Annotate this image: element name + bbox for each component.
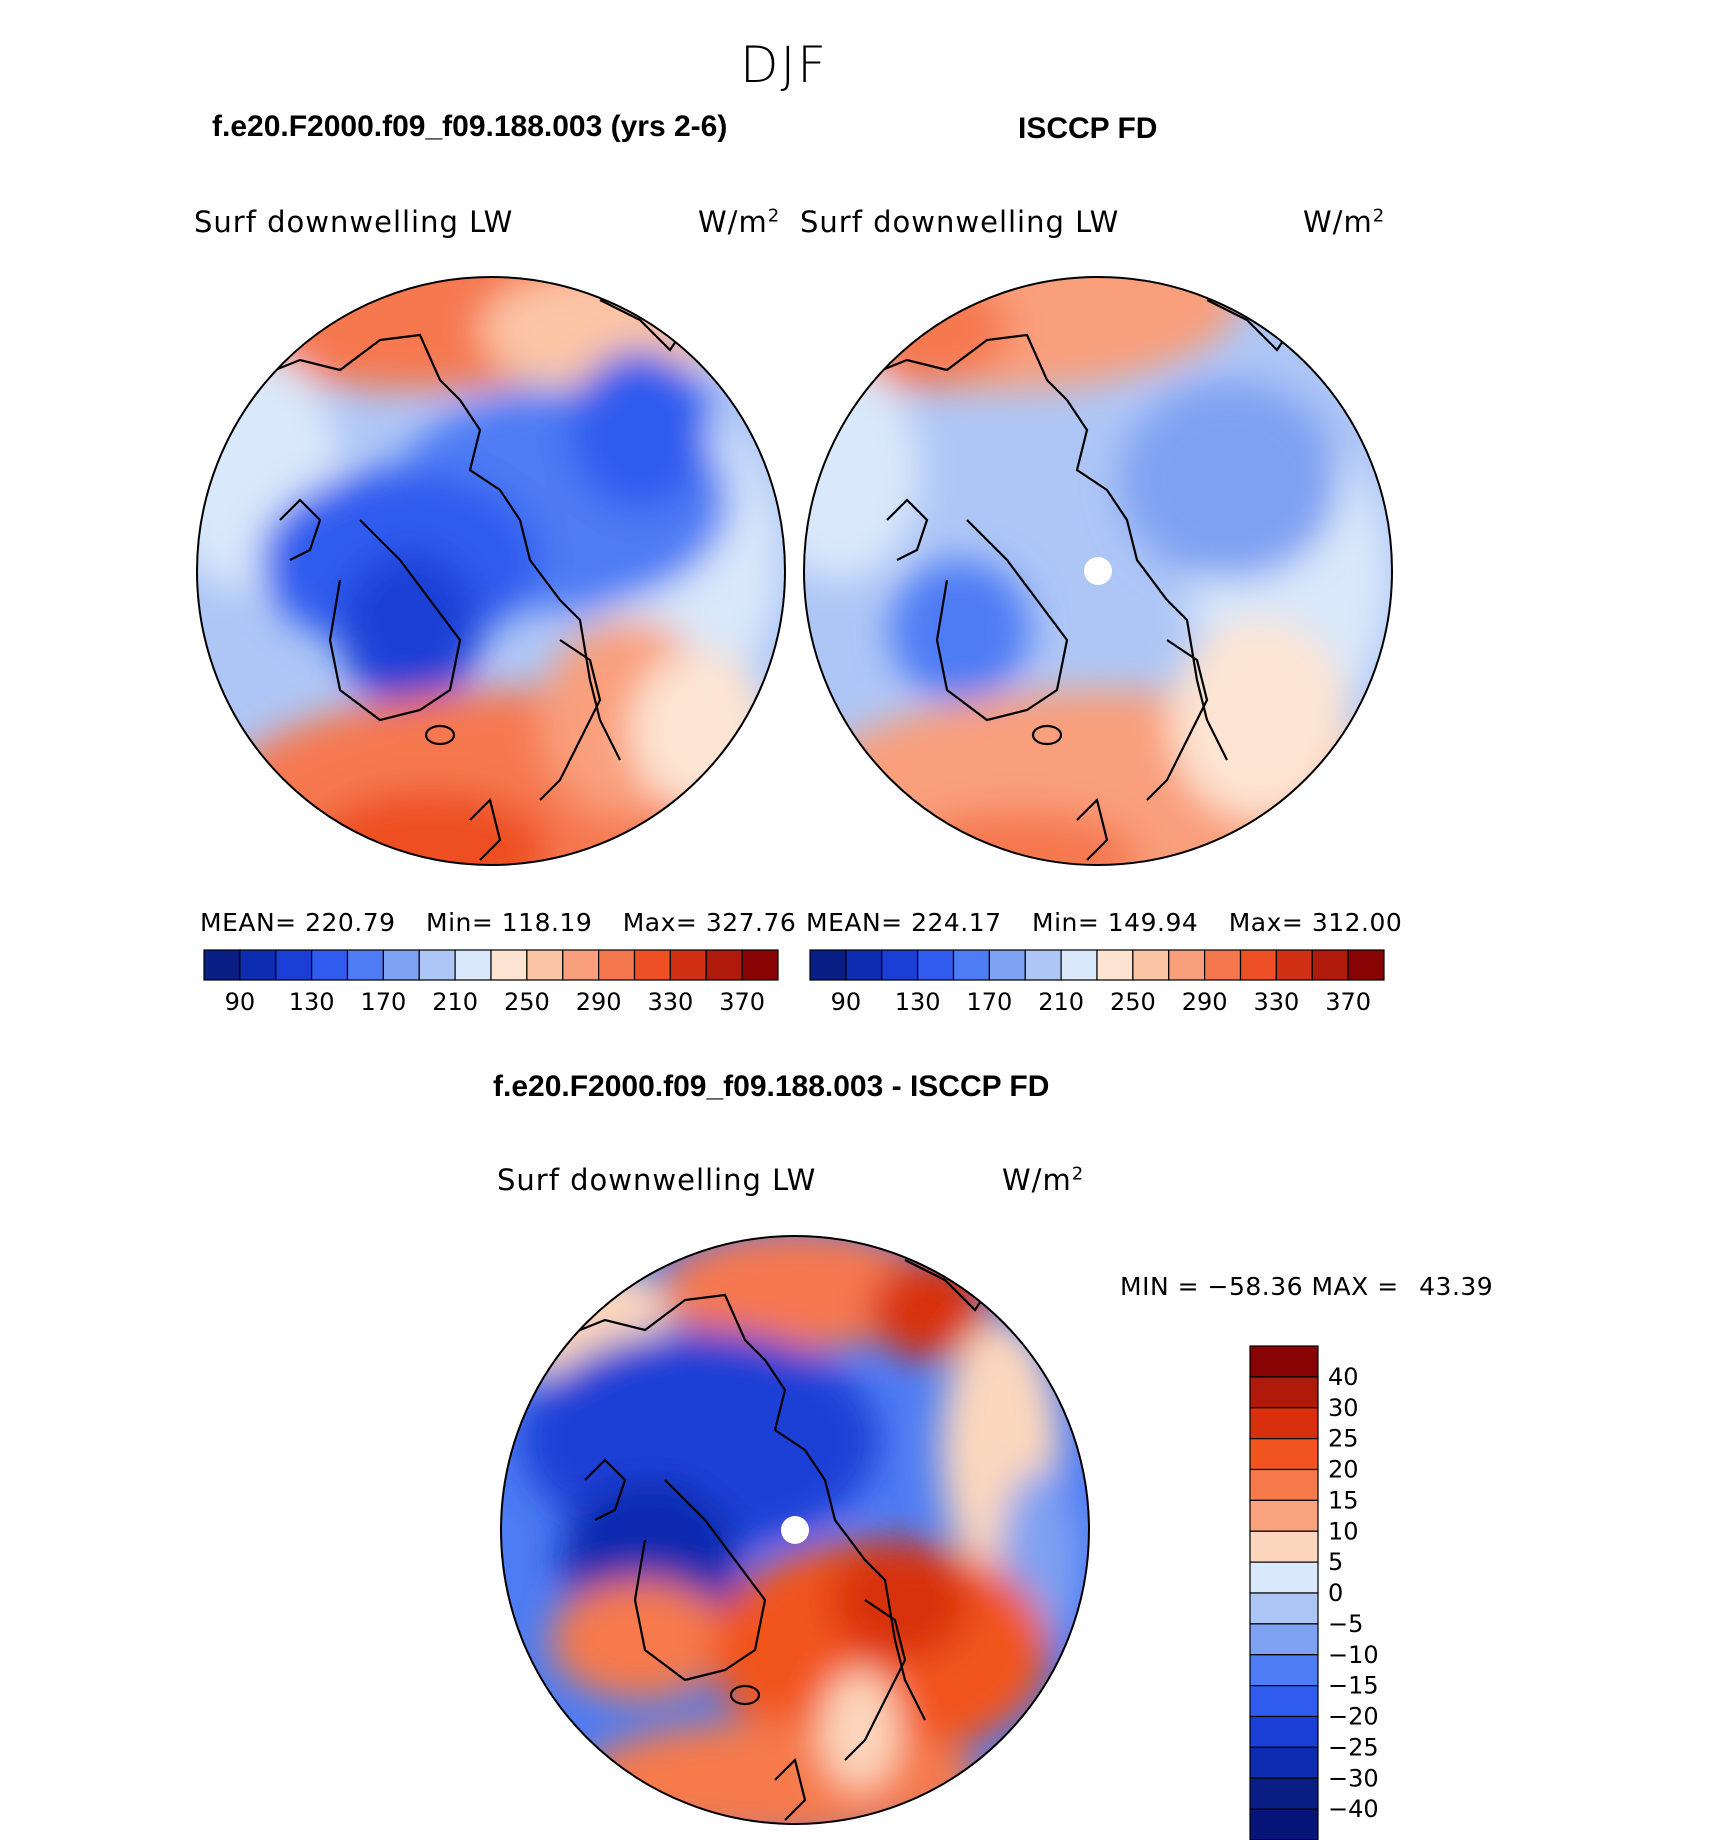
colorbar-3-swatch-15 <box>1249 1808 1319 1840</box>
panel-2-variable: Surf downwelling LW <box>800 205 1120 239</box>
colorbar-1-swatch-12 <box>633 949 671 981</box>
colorbar-3-tick-label: −10 <box>1328 1641 1379 1669</box>
colorbar-3-swatch-12 <box>1249 1715 1319 1748</box>
colorbar-3-swatch-4 <box>1249 1468 1319 1501</box>
colorbar-3-swatch-10 <box>1249 1654 1319 1687</box>
colorbar-2-swatch-4 <box>952 949 990 981</box>
colorbar-2-swatch-3 <box>917 949 955 981</box>
colorbar-3-tick-label: 5 <box>1328 1548 1343 1576</box>
panel-1-units: W/m2 <box>698 205 781 239</box>
colorbar-3-swatch-14 <box>1249 1777 1319 1810</box>
panel-3-stats: MIN = −58.36 MAX = 43.39 <box>1120 1272 1494 1301</box>
colorbar-3-tick-label: 40 <box>1328 1363 1359 1391</box>
colorbar-2-swatch-14 <box>1311 949 1349 981</box>
colorbar-3-swatch-7 <box>1249 1561 1319 1594</box>
map-panel-2 <box>803 276 1393 866</box>
colorbar-3-tick-label: 20 <box>1328 1456 1359 1484</box>
colorbar-2-swatch-9 <box>1132 949 1170 981</box>
colorbar-1-tick-label: 290 <box>576 988 622 1016</box>
colorbar-1-tick-label: 330 <box>647 988 693 1016</box>
colorbar-2-swatch-15 <box>1347 949 1385 981</box>
colorbar-2-tick-label: 250 <box>1110 988 1156 1016</box>
colorbar-3-tick-label: 30 <box>1328 1394 1359 1422</box>
colorbar-1-swatch-5 <box>382 949 420 981</box>
colorbar-3-swatch-13 <box>1249 1746 1319 1779</box>
colorbar-3-tick-label: 25 <box>1328 1425 1359 1453</box>
colorbar-panel-1: 90 130 170 210 250 290 330 370 <box>203 949 779 1016</box>
colorbar-1-swatch-15 <box>741 949 779 981</box>
colorbar-3-swatch-2 <box>1249 1407 1319 1440</box>
colorbar-2-swatch-0 <box>809 949 847 981</box>
colorbar-2-tick-label: 130 <box>895 988 941 1016</box>
colorbar-1-tick-label: 210 <box>432 988 478 1016</box>
colorbar-2-tick-label: 170 <box>966 988 1012 1016</box>
colorbar-1-tick-label: 130 <box>289 988 335 1016</box>
colorbar-3-tick-label: −15 <box>1328 1672 1379 1700</box>
colorbar-3-swatch-6 <box>1249 1530 1319 1563</box>
panel-3-variable: Surf downwelling LW <box>497 1163 817 1197</box>
colorbar-2-swatch-10 <box>1168 949 1206 981</box>
colorbar-1-tick-label: 370 <box>719 988 765 1016</box>
panel-2-title: ISCCP FD <box>1018 112 1158 145</box>
colorbar-3-tick-label: −40 <box>1328 1795 1379 1823</box>
colorbar-2-tick-label: 330 <box>1253 988 1299 1016</box>
colorbar-1-swatch-0 <box>203 949 241 981</box>
colorbar-1-swatch-6 <box>418 949 456 981</box>
colorbar-2-swatch-6 <box>1024 949 1062 981</box>
colorbar-1-tick-label: 90 <box>225 988 256 1016</box>
colorbar-2-swatch-7 <box>1060 949 1098 981</box>
colorbar-1-swatch-3 <box>311 949 349 981</box>
colorbar-2-swatch-11 <box>1204 949 1242 981</box>
colorbar-3-swatch-5 <box>1249 1499 1319 1532</box>
colorbar-2-tick-label: 90 <box>831 988 862 1016</box>
colorbar-3-tick-label: −20 <box>1328 1703 1379 1731</box>
colorbar-2-swatch-12 <box>1239 949 1277 981</box>
colorbar-1-swatch-1 <box>239 949 277 981</box>
colorbar-3-tick-label: 10 <box>1328 1517 1359 1545</box>
colorbar-3-swatch-9 <box>1249 1623 1319 1656</box>
colorbar-1-swatch-4 <box>346 949 384 981</box>
map-panel-3 <box>500 1235 1090 1825</box>
colorbar-2-tick-label: 210 <box>1038 988 1084 1016</box>
colorbar-3-tick-label: −30 <box>1328 1764 1379 1792</box>
panel-2-stats: MEAN= 224.17 Min= 149.94 Max= 312.00 <box>806 908 1403 937</box>
colorbar-2-swatch-1 <box>845 949 883 981</box>
colorbar-3-swatch-11 <box>1249 1685 1319 1718</box>
colorbar-3-tick-label: −5 <box>1328 1610 1363 1638</box>
colorbar-1-swatch-9 <box>526 949 564 981</box>
colorbar-3-swatch-8 <box>1249 1592 1319 1625</box>
panel-1-variable: Surf downwelling LW <box>194 205 514 239</box>
figure-title: DJF <box>740 36 829 94</box>
colorbar-1-swatch-11 <box>598 949 636 981</box>
colorbar-3-tick-label: −25 <box>1328 1733 1379 1761</box>
panel-1-stats: MEAN= 220.79 Min= 118.19 Max= 327.76 <box>200 908 797 937</box>
colorbar-3-swatch-0 <box>1249 1345 1319 1378</box>
colorbar-2-swatch-5 <box>988 949 1026 981</box>
panel-2-units: W/m2 <box>1303 205 1386 239</box>
colorbar-2-tick-label: 290 <box>1182 988 1228 1016</box>
colorbar-3-swatch-1 <box>1249 1376 1319 1409</box>
colorbar-3-swatch-3 <box>1249 1438 1319 1471</box>
colorbar-2-swatch-2 <box>881 949 919 981</box>
panel-1-title: f.e20.F2000.f09_f09.188.003 (yrs 2-6) <box>212 110 728 143</box>
colorbar-2-swatch-8 <box>1096 949 1134 981</box>
colorbar-panel-2: 90 130 170 210 250 290 330 370 <box>809 949 1385 1016</box>
colorbar-3-tick-label: 0 <box>1328 1579 1343 1607</box>
colorbar-1-swatch-7 <box>454 949 492 981</box>
colorbar-1-swatch-8 <box>490 949 528 981</box>
colorbar-2-swatch-13 <box>1275 949 1313 981</box>
panel-3-units: W/m2 <box>1002 1163 1085 1197</box>
colorbar-2-tick-label: 370 <box>1325 988 1371 1016</box>
colorbar-1-swatch-2 <box>275 949 313 981</box>
colorbar-1-swatch-10 <box>562 949 600 981</box>
map-panel-1 <box>196 276 786 866</box>
colorbar-1-tick-label: 250 <box>504 988 550 1016</box>
colorbar-1-swatch-13 <box>669 949 707 981</box>
colorbar-1-swatch-14 <box>705 949 743 981</box>
panel-3-title: f.e20.F2000.f09_f09.188.003 - ISCCP FD <box>493 1070 1050 1103</box>
colorbar-3-tick-label: 15 <box>1328 1486 1359 1514</box>
colorbar-1-tick-label: 170 <box>360 988 406 1016</box>
